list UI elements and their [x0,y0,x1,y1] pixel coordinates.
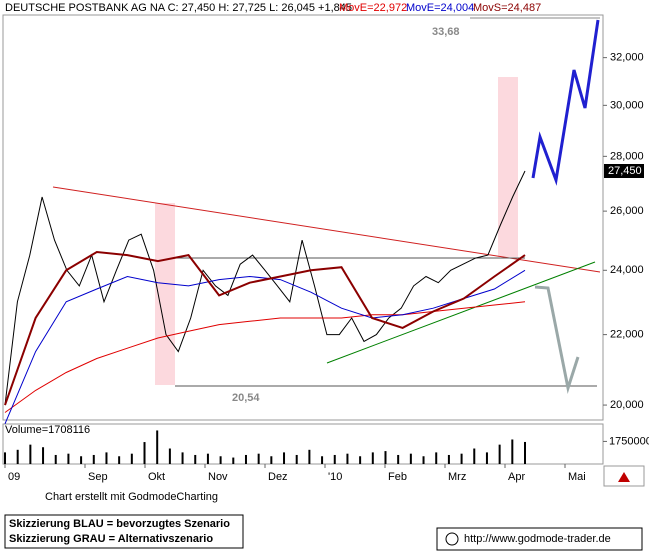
volume-bar [244,454,247,464]
volume-bar [435,452,438,464]
volume-bar [206,453,209,464]
url-box [436,527,643,551]
volume-bar [422,456,425,464]
legend-entry: MovE=22,972 [339,2,407,14]
legend-entry: MovS=24,487 [473,2,541,14]
volume-panel [2,423,604,465]
y-tick-label: 24,000 [610,264,644,276]
icon [445,532,459,546]
volume-bar [308,449,311,464]
scenario-blue [531,19,600,186]
legend-line: Skizzierung BLAU = bevorzugtes Szenario [9,518,230,530]
volume-bar [295,454,298,464]
y-tick-label: 30,000 [610,99,644,111]
volume-bar [485,452,488,464]
volume-bar [257,453,260,464]
volume-bar [270,456,273,464]
y-tick-label: 28,000 [610,150,644,162]
url[interactable]: http://www.godmode-trader.de [464,533,611,545]
volume-bar [371,452,374,464]
price-box [604,164,644,178]
x-tick-label: 09 [8,471,20,483]
volume-bar [447,454,450,464]
highlight [498,77,518,257]
series-line [4,250,526,406]
nav-icon [618,472,630,482]
legend-box [4,514,244,549]
volume-bar [16,449,19,464]
volume-bar [105,452,108,464]
x-tick-label: Dez [268,471,288,483]
x-tick-label: Sep [88,471,108,483]
y-tick-label: 1750000 [609,435,649,447]
volume-bar [283,452,286,464]
y-tick-label: 32,000 [610,52,644,64]
volume-bar [232,457,235,464]
trend-line [326,261,596,364]
volume-bar [118,456,121,464]
y-tick-label: 20,000 [610,399,644,411]
y-tick-label: 26,000 [610,205,644,217]
volume-bar [473,448,476,464]
x-tick-label: Okt [148,471,165,483]
volume-bar [409,453,412,464]
volume-bar [219,456,222,464]
volume-bar [359,456,362,464]
credit: Chart erstellt mit GodmodeCharting [45,491,218,503]
volume-bar [168,448,171,464]
volume-bar [498,444,501,464]
volume-bar [460,453,463,464]
volume-bar [42,447,45,464]
volume-bar [194,454,197,464]
volume-bar [321,456,324,464]
x-tick-label: Feb [388,471,407,483]
volume-bar [92,454,95,464]
volume-bar [156,430,159,464]
x-tick-label: Apr [508,471,525,483]
series-line [4,269,526,424]
series-line [4,301,526,413]
annotation: 33,68 [432,26,460,38]
legend-line: Skizzierung GRAU = Alternativszenario [9,533,213,545]
volume-bar [181,452,184,464]
chart-title: DEUTSCHE POSTBANK AG NA C: 27,450 H: 27,… [5,2,352,14]
volume-bar [54,454,57,464]
scenario-gray [534,285,580,394]
volume-bar [29,444,32,464]
volume-bar [67,453,70,464]
volume-bar [524,441,526,464]
x-tick-label: '10 [328,471,342,483]
x-tick-label: Mrz [448,471,466,483]
volume-bar [346,453,349,464]
last-price: 27,450 [608,165,642,177]
volume-bar [4,452,6,464]
volume-bar [333,454,336,464]
volume-bar [143,442,146,464]
volume-bar [397,454,400,464]
volume-bar [384,451,387,464]
volume-title: Volume=1708116 [5,424,90,436]
x-tick-label: Mai [568,471,586,483]
legend-entry: MovE=24,004 [406,2,474,14]
y-tick-label: 22,000 [610,329,644,341]
annotation: 20,54 [232,392,260,404]
x-tick-label: Nov [208,471,228,483]
volume-bar [80,456,83,464]
volume-bar [511,439,514,464]
volume-bar [130,453,133,464]
